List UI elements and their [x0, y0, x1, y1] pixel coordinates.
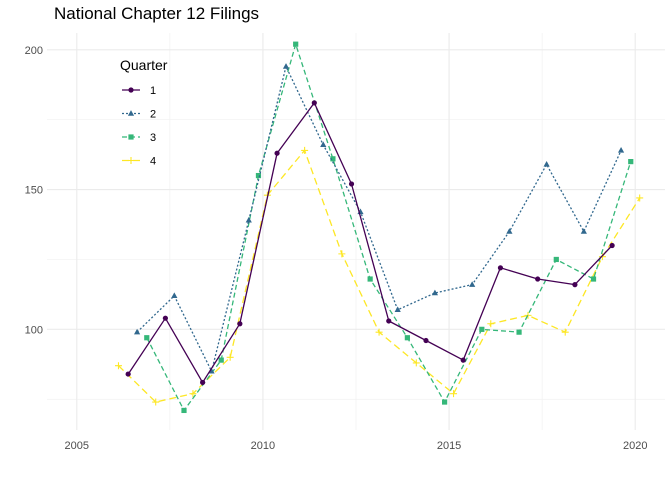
data-point [431, 289, 439, 296]
data-point [127, 110, 135, 116]
data-point [348, 181, 355, 187]
legend-title: Quarter [120, 57, 168, 73]
data-point [127, 157, 135, 164]
legend-item-3: 3 [122, 132, 156, 144]
data-point [301, 146, 309, 154]
data-point [208, 367, 215, 374]
data-point [590, 276, 597, 282]
x-tick-label: 2010 [251, 440, 275, 452]
data-point [460, 357, 466, 363]
data-point [171, 292, 178, 299]
series-1 [125, 100, 615, 386]
data-point [386, 318, 392, 324]
legend-item-2: 2 [122, 109, 156, 121]
legend-label: 1 [150, 85, 156, 97]
data-point [330, 156, 336, 162]
data-point [580, 228, 587, 234]
data-point [506, 228, 513, 234]
data-point [255, 172, 262, 179]
data-point [535, 276, 541, 282]
y-tick-label: 100 [25, 324, 43, 336]
series-line [118, 149, 641, 403]
series-2 [133, 63, 625, 374]
series-line [127, 102, 613, 384]
data-point [114, 362, 122, 370]
data-point [450, 390, 458, 398]
x-tick-label: 2015 [437, 440, 461, 452]
data-point [553, 256, 559, 263]
data-point [609, 242, 615, 249]
data-point [181, 407, 187, 414]
data-point [128, 87, 134, 93]
data-point [274, 150, 280, 156]
data-point [442, 399, 448, 405]
data-point [404, 335, 410, 341]
data-point [572, 282, 578, 288]
data-point [282, 63, 290, 69]
data-point [617, 147, 625, 153]
data-point [423, 337, 429, 344]
legend-item-1: 1 [122, 85, 156, 97]
data-point [226, 353, 234, 361]
data-point [189, 390, 197, 398]
data-point [469, 281, 476, 287]
data-point [524, 311, 532, 319]
legend: Quarter 1 2 3 4 [120, 57, 168, 168]
data-point [320, 141, 327, 148]
data-point [598, 253, 606, 261]
data-point [479, 326, 485, 332]
data-point [133, 328, 141, 335]
data-point [628, 159, 634, 165]
data-point [245, 216, 252, 223]
data-point [367, 276, 373, 282]
data-point [338, 250, 346, 258]
data-point [128, 134, 134, 140]
data-point [218, 357, 224, 363]
chart-title: National Chapter 12 Filings [54, 4, 260, 23]
y-tick-label: 200 [25, 45, 43, 57]
series-3 [144, 41, 634, 414]
data-point [311, 100, 317, 106]
data-point [237, 321, 243, 327]
tick-labels: 2005 2010 2015 2020 100 150 200 [25, 45, 648, 452]
data-point [516, 329, 522, 335]
x-tick-label: 2005 [65, 440, 89, 452]
data-point [636, 194, 644, 202]
legend-label: 3 [150, 132, 156, 144]
data-point [412, 359, 420, 367]
data-point [561, 328, 569, 336]
data-point [394, 306, 401, 312]
data-point [293, 41, 299, 47]
grid-lines [47, 33, 665, 430]
data-point [162, 315, 168, 321]
data-point [152, 398, 160, 406]
data-point [543, 161, 550, 167]
data-point [487, 320, 495, 328]
legend-label: 2 [150, 109, 156, 121]
data-point [144, 335, 150, 341]
legend-item-4: 4 [122, 156, 156, 168]
data-point [375, 328, 383, 336]
data-point [200, 379, 206, 386]
data-point [125, 371, 131, 377]
series-4 [114, 146, 644, 406]
series-line [136, 65, 622, 372]
y-tick-label: 150 [25, 185, 43, 197]
data-point [497, 265, 504, 271]
x-tick-label: 2020 [623, 440, 647, 452]
legend-label: 4 [150, 156, 156, 168]
